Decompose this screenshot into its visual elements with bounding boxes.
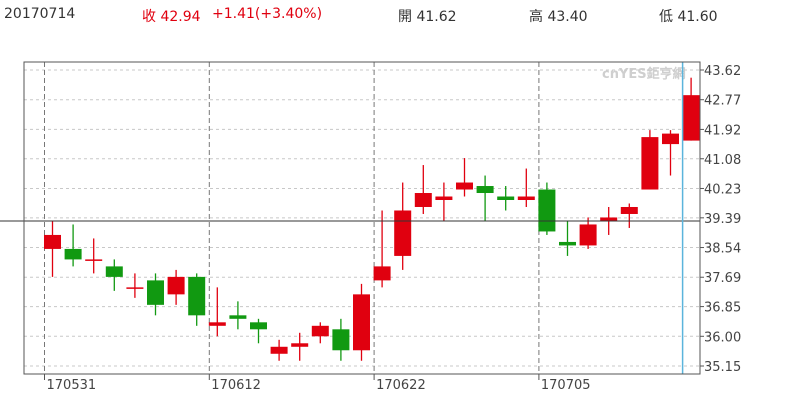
y-tick-label: 40.23 (704, 182, 741, 197)
candle-up (517, 196, 535, 201)
candle-down (538, 189, 556, 232)
overlay-lines (0, 62, 700, 374)
candle-up (311, 325, 329, 337)
x-tick-label: 170705 (541, 378, 591, 393)
candle-down (476, 186, 494, 194)
candle-up (353, 294, 370, 351)
candle-down (105, 266, 123, 277)
candle-up (579, 224, 597, 246)
candle-up (682, 95, 700, 141)
candle-down (229, 315, 247, 319)
y-tick-label: 41.92 (704, 123, 741, 138)
candle-up (394, 210, 412, 256)
candle-up (270, 346, 288, 354)
watermark: cnYES鉅亨網 (602, 66, 686, 82)
candle-down (559, 241, 576, 246)
candle-up (414, 193, 432, 207)
y-axis: 43.62 42.77 41.92 41.08 40.23 39.39 38.54 37.69… (700, 64, 741, 375)
candle-down (188, 276, 206, 316)
y-tick-label: 43.62 (704, 64, 741, 79)
y-tick-label: 38.54 (704, 242, 741, 257)
price-change: +1.41(+3.40%) (212, 6, 323, 22)
candle-up (456, 182, 473, 190)
candle-up (44, 234, 61, 249)
y-tick-label: 41.08 (704, 153, 741, 168)
high-price: 高 43.40 (529, 9, 588, 25)
candle-up (662, 133, 679, 145)
y-tick-label: 37.69 (704, 271, 741, 286)
y-tick-label: 36.00 (704, 330, 741, 345)
candle-down (332, 329, 350, 351)
close-price: 收 42.94 (142, 9, 201, 25)
candle-up (291, 343, 309, 347)
open-price: 開 41.62 (398, 9, 457, 25)
x-axis: 170531 170612 170622 170705 (44, 374, 591, 393)
x-tick-label: 170622 (376, 378, 426, 393)
candles (44, 77, 700, 361)
low-price: 低 41.60 (659, 9, 718, 25)
candle-up (620, 206, 638, 214)
candle-up (641, 137, 659, 190)
x-tick-label: 170531 (47, 378, 97, 393)
y-tick-label: 39.39 (704, 212, 741, 227)
candle-up (208, 322, 226, 326)
candle-up (126, 287, 144, 289)
y-tick-label: 35.15 (704, 360, 741, 375)
candle-up (167, 276, 185, 295)
candle-down (497, 196, 515, 201)
candle-down (147, 280, 164, 305)
trade-date: 20170714 (4, 6, 76, 22)
candle-down (250, 322, 267, 330)
candle-up (600, 217, 618, 221)
candle-down (64, 248, 82, 260)
y-tick-label: 42.77 (704, 94, 741, 109)
y-tick-label: 36.85 (704, 301, 741, 316)
x-tick-label: 170612 (211, 378, 261, 393)
candle-up (435, 196, 453, 201)
candle-up (85, 259, 103, 261)
candle-up (373, 266, 391, 281)
